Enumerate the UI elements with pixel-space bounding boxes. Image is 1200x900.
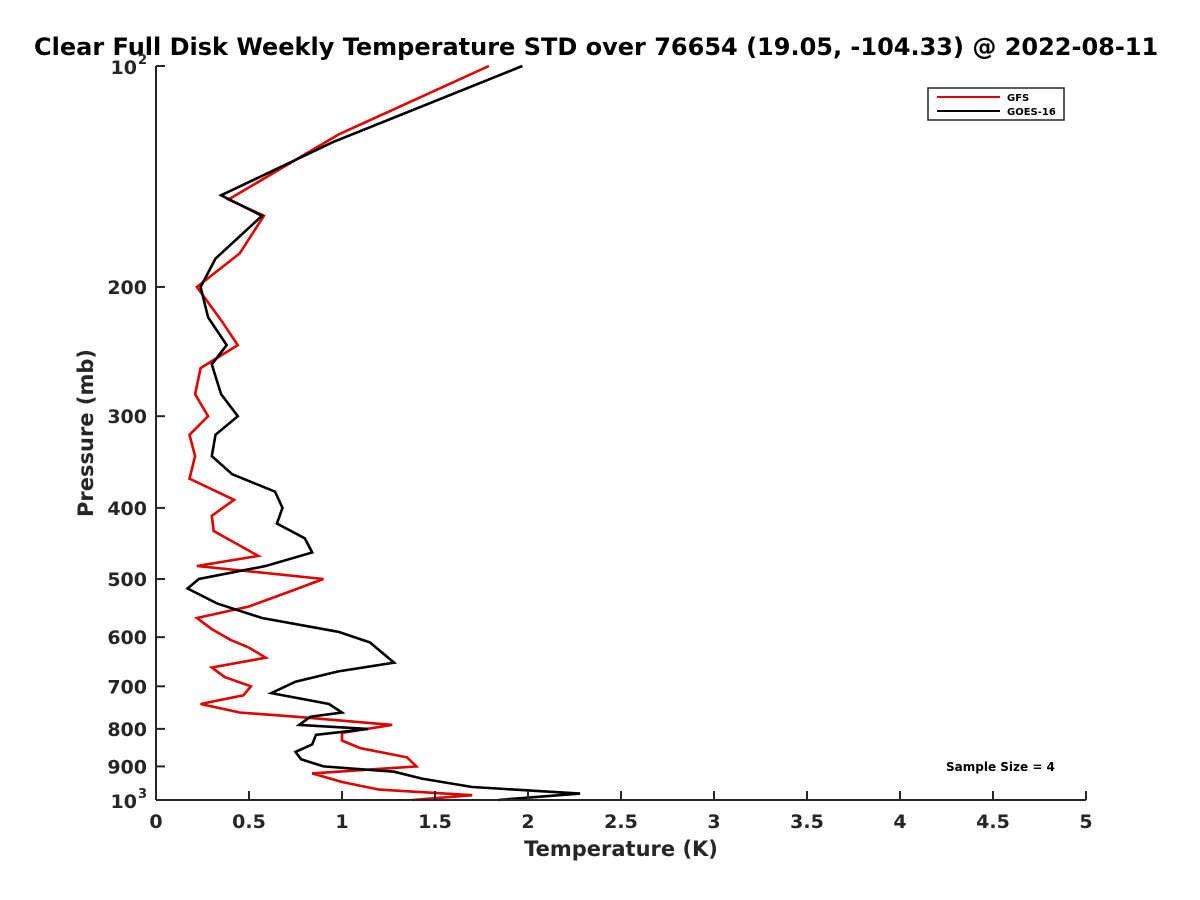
series-line-goes16 bbox=[185, 64, 581, 802]
x-tick-label: 2 bbox=[521, 811, 534, 833]
x-tick-label: 4 bbox=[893, 811, 906, 833]
x-axis-label: Temperature (K) bbox=[524, 837, 718, 861]
y-axis-label: Pressure (mb) bbox=[74, 349, 98, 517]
legend-label-gfs: GFS bbox=[1007, 93, 1029, 104]
x-tick-label: 2.5 bbox=[604, 811, 638, 833]
x-tick-label: 0 bbox=[149, 811, 162, 833]
x-tick-label: 3 bbox=[707, 811, 720, 833]
x-tick-label: 0.5 bbox=[232, 811, 266, 833]
legend-label-goes16: GOES-16 bbox=[1007, 107, 1056, 118]
y-tick-label: 10 bbox=[111, 791, 137, 813]
y-tick-exponent: 3 bbox=[138, 787, 147, 802]
y-tick-label: 700 bbox=[107, 676, 147, 698]
y-tick-exponent: 2 bbox=[138, 53, 147, 68]
y-tick-label: 10 bbox=[111, 57, 137, 79]
series-layer bbox=[185, 64, 581, 802]
y-tick-label: 200 bbox=[107, 277, 147, 299]
y-tick-label: 500 bbox=[107, 569, 147, 591]
y-tick-label: 600 bbox=[107, 627, 147, 649]
y-tick-label: 900 bbox=[107, 756, 147, 778]
legend: GFS GOES-16 bbox=[927, 87, 1065, 121]
legend-box bbox=[927, 87, 1065, 121]
x-tick-label: 1.5 bbox=[418, 811, 452, 833]
chart-title: Clear Full Disk Weekly Temperature STD o… bbox=[34, 33, 1158, 61]
x-tick-label: 4.5 bbox=[976, 811, 1010, 833]
sample-size-annotation: Sample Size = 4 bbox=[946, 760, 1055, 774]
y-tick-label: 300 bbox=[107, 406, 147, 428]
y-tick-label: 800 bbox=[107, 719, 147, 741]
y-tick-label: 400 bbox=[107, 498, 147, 520]
x-tick-label: 3.5 bbox=[790, 811, 824, 833]
x-axis-ticks: 0 0.5 1 1.5 2 2.5 3 3.5 4 4.5 5 bbox=[149, 791, 1093, 833]
x-tick-label: 1 bbox=[335, 811, 348, 833]
x-tick-label: 5 bbox=[1079, 811, 1092, 833]
